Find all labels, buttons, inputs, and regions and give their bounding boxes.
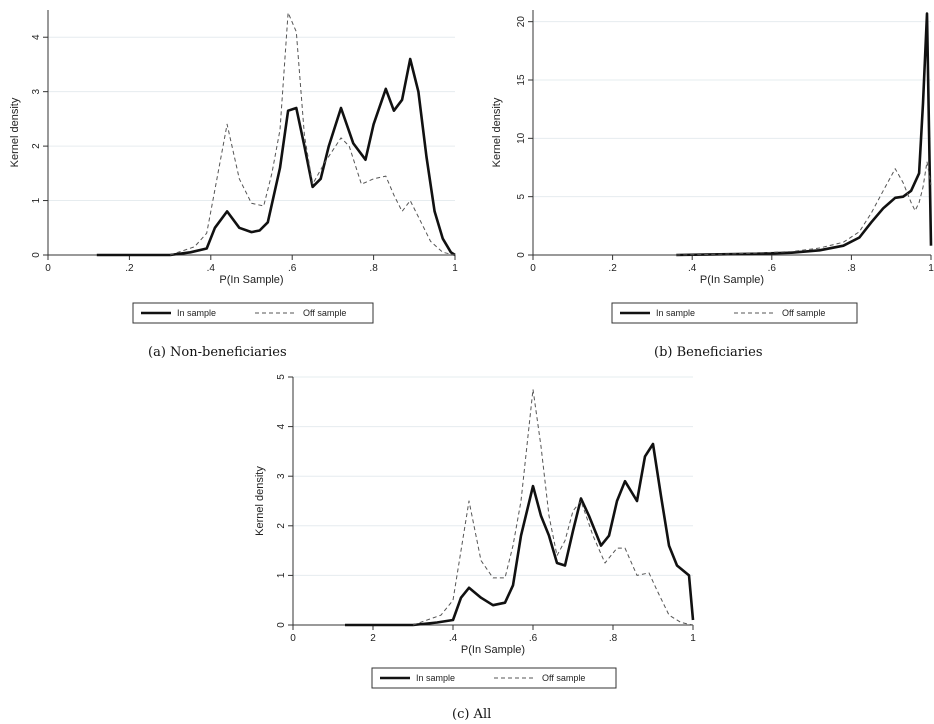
x-tick-label: 1 <box>928 263 934 274</box>
y-tick-label: 5 <box>516 193 527 199</box>
x-tick-label: .6 <box>768 263 777 274</box>
panel-caption: (b) Beneficiaries <box>654 345 763 360</box>
y-tick-label: 3 <box>276 473 287 479</box>
legend: In sample Off sample <box>611 302 858 324</box>
x-tick-label: 0 <box>530 263 536 274</box>
legend-label-in-sample: In sample <box>656 308 695 318</box>
off-sample-line <box>676 161 932 256</box>
panel-caption: (c) All <box>452 707 491 722</box>
x-tick-label: .6 <box>288 263 297 274</box>
y-tick-label: 3 <box>31 88 42 94</box>
legend: In sample Off sample <box>371 667 617 689</box>
y-axis-title: Kernel density <box>491 97 503 167</box>
legend-box <box>132 302 374 324</box>
x-tick-label: .4 <box>207 263 216 274</box>
x-tick-label: .4 <box>688 263 697 274</box>
x-axis-title: P(In Sample) <box>700 274 764 286</box>
y-tick-label: 0 <box>31 252 42 258</box>
x-tick-label: .2 <box>125 263 134 274</box>
x-tick-label: .2 <box>608 263 617 274</box>
in-sample-line <box>96 57 456 257</box>
y-tick-label: 4 <box>276 423 287 429</box>
x-tick-label: 1 <box>690 633 696 644</box>
x-tick-label: 0 <box>45 263 51 274</box>
x-tick-label: 0 <box>290 633 296 644</box>
y-tick-label: 10 <box>516 132 527 144</box>
y-tick-label: 4 <box>31 34 42 40</box>
x-tick-label: .6 <box>529 633 538 644</box>
off-sample-line <box>169 12 456 256</box>
x-tick-label: .4 <box>449 633 458 644</box>
legend: In sample Off sample <box>132 302 374 324</box>
y-tick-label: 2 <box>31 143 42 149</box>
y-tick-label: 5 <box>276 374 287 380</box>
chart-panel-2: 0 5 10 15 20 0 .2 .4 .6 .8 1 P(In Sample) Kernel den… <box>491 10 934 360</box>
panel-caption: (a) Non-beneficiaries <box>148 345 287 360</box>
y-axis-title: Kernel density <box>254 466 266 536</box>
in-sample-line <box>345 442 695 627</box>
legend-label-off-sample: Off sample <box>542 673 585 683</box>
in-sample-line <box>676 12 933 257</box>
x-axis-title: P(In Sample) <box>219 274 283 286</box>
y-tick-label: 0 <box>276 622 287 628</box>
y-tick-label: 1 <box>276 572 287 578</box>
chart-panel-3: 0 1 2 3 4 5 0 2 .4 .6 .8 1 P(In Sample) Kernel densit… <box>254 374 696 722</box>
x-tick-label: .8 <box>847 263 856 274</box>
legend-label-in-sample: In sample <box>177 308 216 318</box>
x-axis-title: P(In Sample) <box>461 644 525 656</box>
y-axis-title: Kernel density <box>9 97 21 167</box>
chart-panel-1: 0 1 2 3 4 0 .2 .4 .6 .8 1 P(In Sample) Kernel densit… <box>9 10 458 360</box>
off-sample-line <box>412 388 694 626</box>
x-tick-label: 1 <box>452 263 458 274</box>
y-tick-label: 20 <box>516 16 527 28</box>
legend-label-in-sample: In sample <box>416 673 455 683</box>
y-tick-label: 2 <box>276 523 287 529</box>
x-tick-label: .8 <box>369 263 378 274</box>
y-tick-label: 15 <box>516 74 527 86</box>
x-tick-label: .8 <box>609 633 618 644</box>
legend-label-off-sample: Off sample <box>303 308 346 318</box>
legend-label-off-sample: Off sample <box>782 308 825 318</box>
x-tick-label: 2 <box>370 633 376 644</box>
y-tick-label: 1 <box>31 197 42 203</box>
y-tick-label: 0 <box>516 252 527 258</box>
